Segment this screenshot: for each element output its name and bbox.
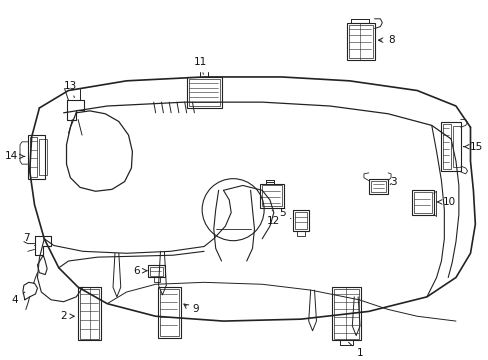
Bar bbox=[443, 125, 450, 169]
Text: 15: 15 bbox=[468, 142, 482, 152]
Bar bbox=[149, 267, 163, 275]
Text: 1: 1 bbox=[348, 342, 363, 358]
Bar bbox=[333, 289, 358, 338]
Text: 10: 10 bbox=[442, 197, 455, 207]
Bar bbox=[262, 185, 281, 206]
Bar bbox=[411, 190, 433, 215]
Text: 11: 11 bbox=[193, 57, 206, 74]
Text: 12: 12 bbox=[266, 211, 280, 226]
Bar bbox=[188, 79, 219, 106]
Bar bbox=[295, 212, 306, 229]
Bar bbox=[349, 24, 372, 58]
Bar bbox=[370, 181, 386, 192]
Text: 8: 8 bbox=[387, 35, 394, 45]
Text: 13: 13 bbox=[63, 81, 77, 98]
Bar bbox=[368, 179, 387, 194]
Text: 5: 5 bbox=[278, 208, 290, 219]
Bar bbox=[40, 139, 47, 175]
Text: 3: 3 bbox=[389, 177, 396, 186]
Text: 2: 2 bbox=[60, 311, 66, 321]
Bar bbox=[413, 192, 431, 213]
Text: 4: 4 bbox=[11, 292, 25, 305]
Bar bbox=[78, 287, 101, 341]
Bar bbox=[293, 210, 308, 231]
Text: 14: 14 bbox=[5, 152, 18, 161]
Text: 6: 6 bbox=[133, 266, 140, 276]
Bar bbox=[159, 289, 179, 336]
Bar bbox=[80, 289, 99, 338]
Bar bbox=[347, 23, 374, 59]
Text: 9: 9 bbox=[192, 305, 199, 315]
Bar bbox=[147, 265, 165, 278]
Bar bbox=[28, 135, 45, 179]
Bar bbox=[331, 287, 360, 341]
Bar bbox=[441, 122, 460, 171]
Bar bbox=[157, 287, 181, 338]
Bar bbox=[30, 137, 38, 177]
Bar bbox=[186, 77, 221, 108]
Bar bbox=[260, 184, 283, 208]
Text: 7: 7 bbox=[23, 233, 35, 246]
Bar bbox=[452, 126, 460, 167]
